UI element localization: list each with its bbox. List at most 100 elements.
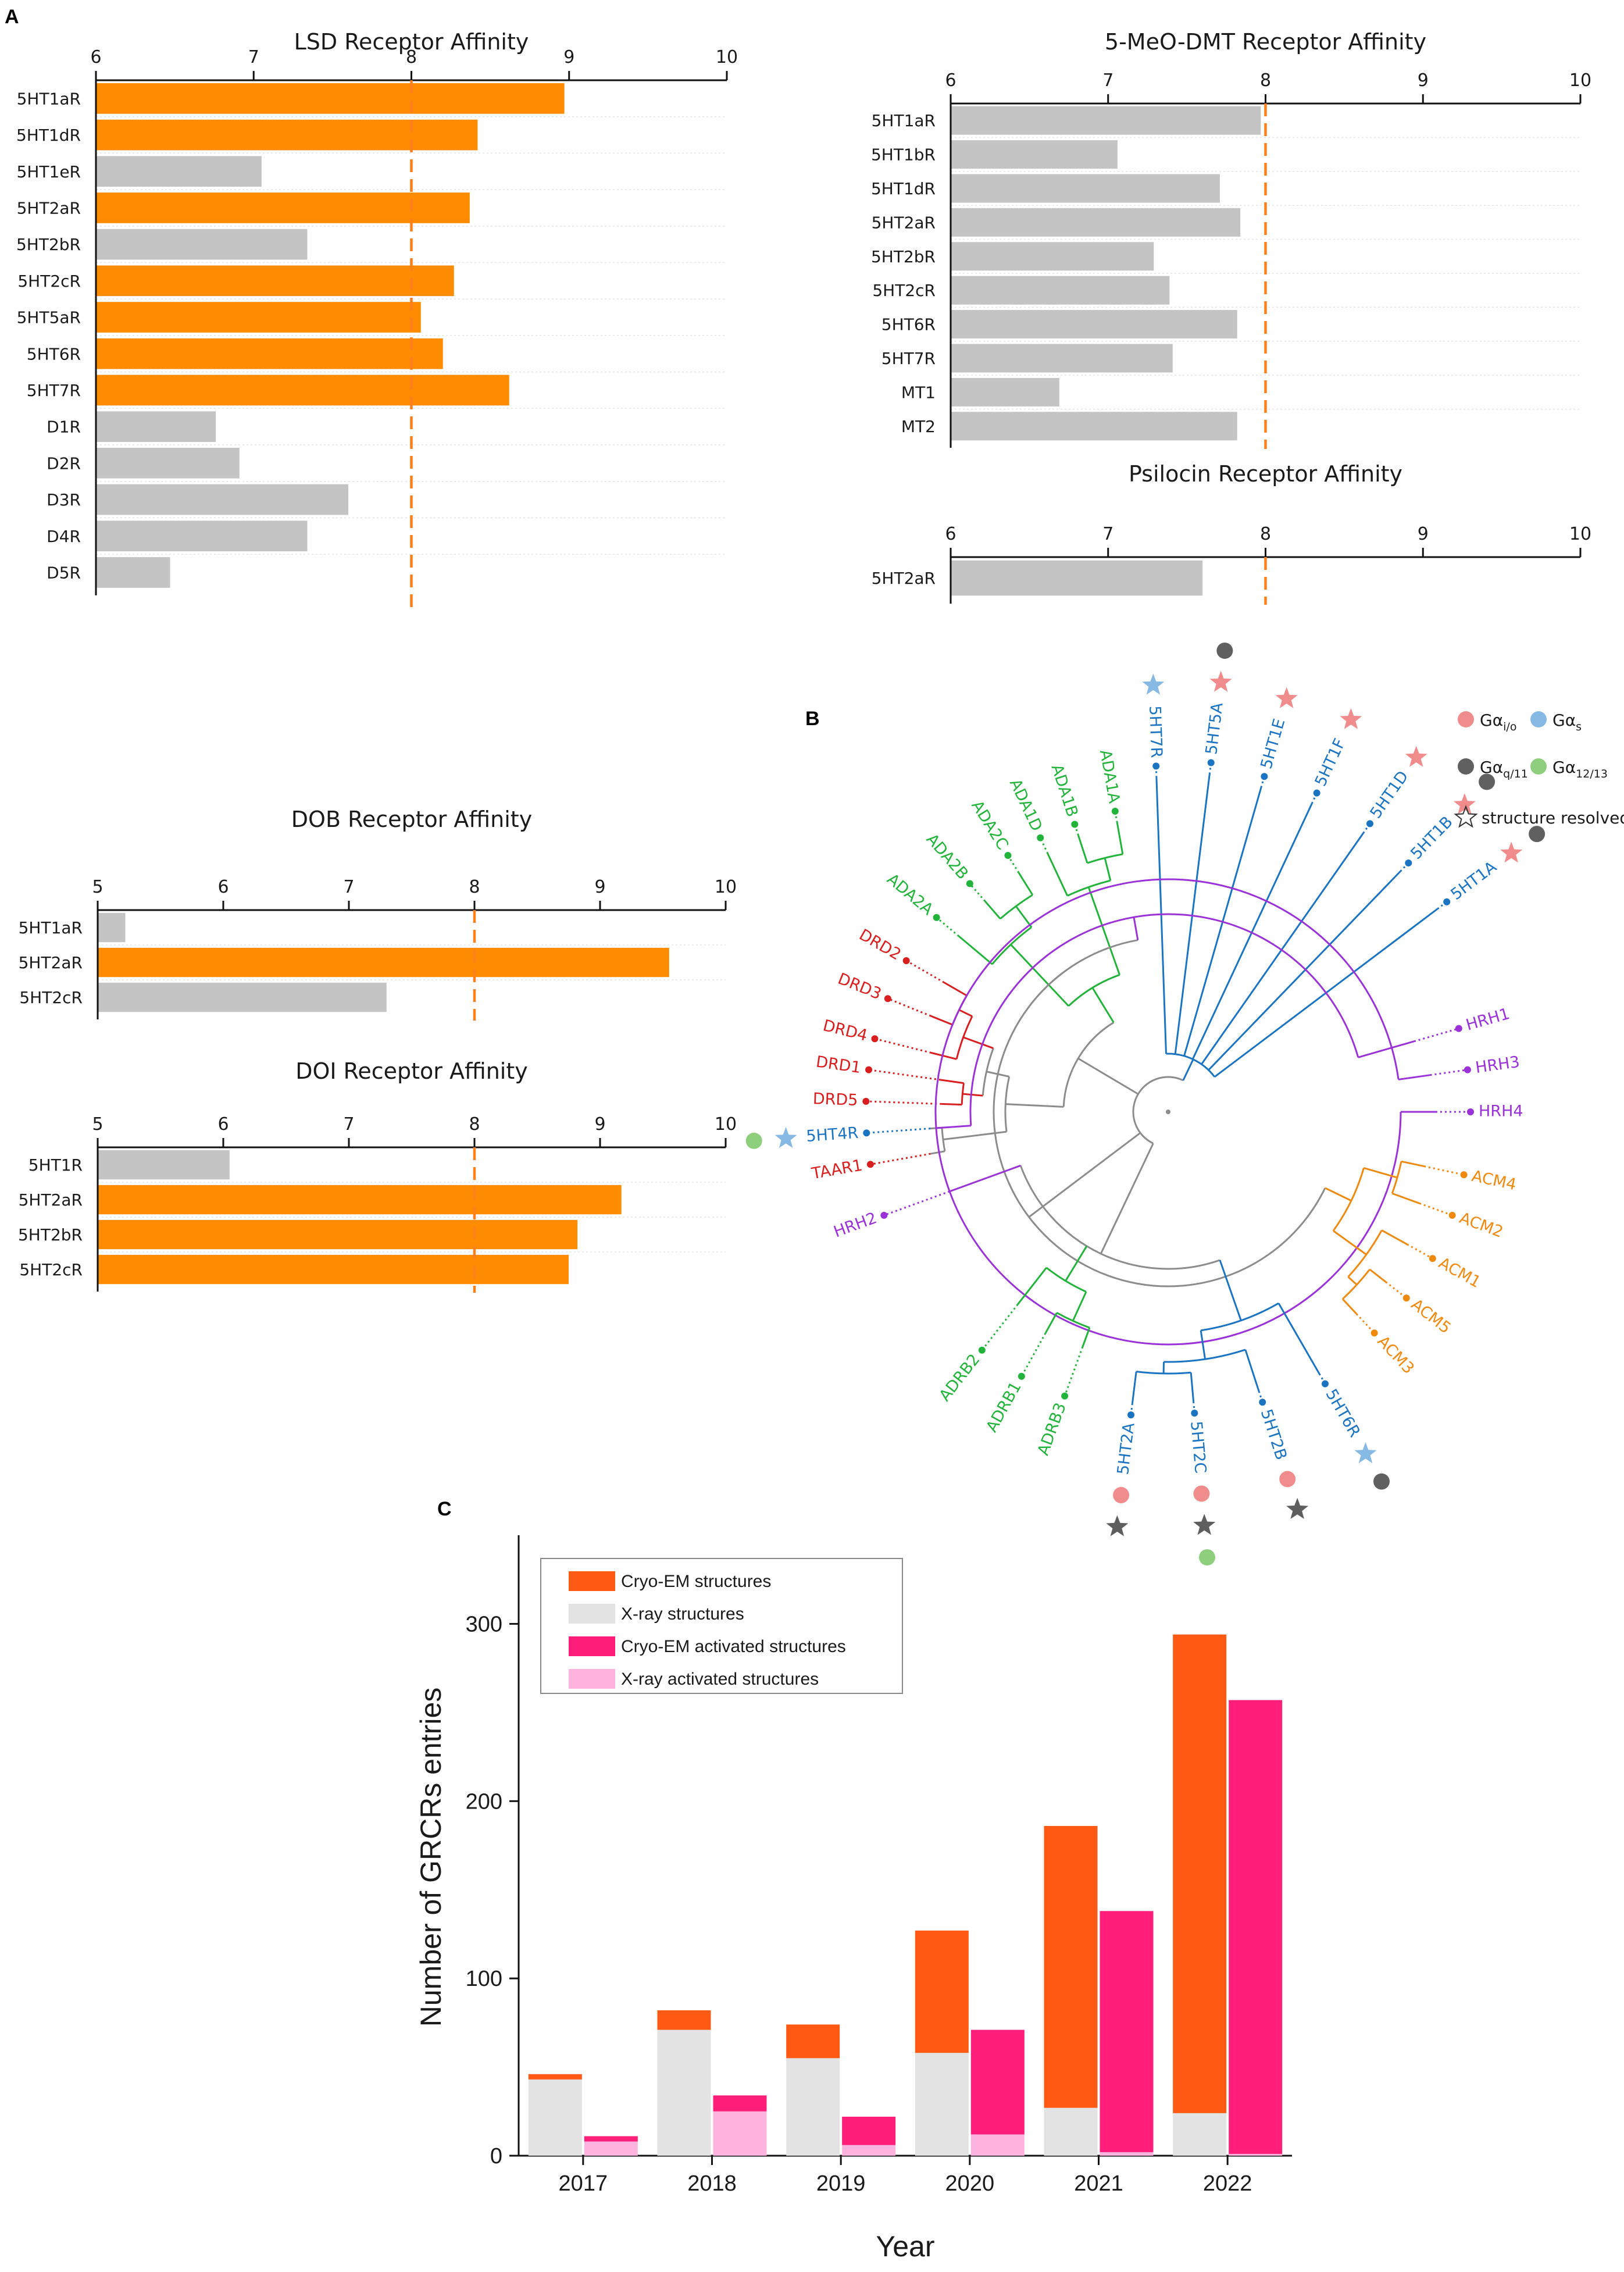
doi-category-label: 5HT2bR [18,1225,83,1244]
grcrs-legend-label: X-ray activated structures [621,1670,819,1689]
lsd-category-label: D1R [47,418,81,437]
lsd-tick-label: 6 [90,47,101,67]
tree-branch [1182,1059,1194,1081]
gpcr-phylogenetic-tree: TAAR1 5HT4R DRD5 DRD1 DRD4 DRD3 DRD2 ADA2AADA2B… [745,642,1546,1566]
tree-arc [1391,1161,1402,1194]
grcrs-bar-segment [786,2024,840,2059]
legend-swatch [569,1669,615,1689]
tree-arc [1166,1053,1216,1078]
dmt-category-label: 5HT1bR [871,145,936,165]
tree-leaf-dot [1259,1399,1266,1406]
tree-leaf-label: 5HT1F [1312,736,1350,789]
tree-arc [1200,1302,1279,1332]
tree-branch [1116,822,1124,855]
grcrs-bar-segment [713,2095,767,2112]
psilocin-tick-label: 7 [1102,524,1113,544]
gs-legend-dot [1530,711,1547,727]
tree-leaf-dot [1037,834,1044,841]
grcrs-year-label: 2021 [1074,2171,1123,2196]
grcrs-y-tick-label: 100 [466,1967,502,1991]
tree-leaf-dot [1261,773,1268,780]
dmt-bar-5HT1dR [951,174,1220,203]
lsd-category-label: D4R [47,527,81,546]
gi-structure-star-icon [1340,708,1362,729]
tree-branch [1091,987,1115,1023]
tree-leaf-connector [868,1069,941,1081]
tree-leaf-dot [902,957,910,964]
dmt-bar-MT2 [951,412,1237,441]
dmt-category-label: 5HT1aR [872,111,936,130]
dob-tick-label: 8 [469,877,480,897]
tree-arc [1004,1076,1011,1132]
tree-leaf-connector [866,1128,931,1134]
tree-leaf-connector [866,1100,942,1105]
tree-leaf-label: ADA2C [968,797,1012,853]
tree-leaf-connector [1430,1069,1468,1076]
tree-arc [934,878,1402,1346]
tree-leaf-label: 5HT6R [1322,1386,1364,1440]
tree-branch [987,1164,1021,1179]
lsd-tick-label: 9 [563,47,574,67]
tree-leaf-dot [1443,898,1451,905]
tree-branch [1341,1298,1358,1315]
tree-leaf-dot [1405,859,1412,866]
tree-arc [1132,1076,1184,1144]
tree-branch [1381,1229,1408,1246]
tree-branch [1082,1327,1091,1347]
psilocin-category-label: 5HT2aR [872,569,936,588]
grcrs-bar-segment [1100,2152,1154,2156]
dmt-category-label: 5HT2aR [872,213,936,232]
dmt-tick-label: 10 [1569,70,1591,91]
lsd-category-label: D3R [47,490,81,509]
tree-branch [958,935,993,965]
tree-leaf-label: 5HT5A [1202,701,1227,755]
tree-arc [1347,1229,1383,1278]
dob-tick-label: 10 [715,877,737,897]
doi-category-label: 5HT2aR [19,1190,83,1210]
grcrs-bar-segment [584,2136,638,2142]
tree-branch [1077,1057,1139,1095]
gq-structure-star-icon [1106,1515,1129,1536]
tree-leaf-label: 5HT1A [1447,858,1500,904]
grcrs-bar-segment [1173,1634,1227,2113]
tree-branch [963,1036,994,1049]
lsd-category-label: 5HT2aR [17,198,81,217]
tree-branch [1065,1246,1088,1282]
panel-letter-b: B [805,708,820,730]
tree-branch [1190,1372,1195,1402]
dmt-category-label: 5HT1dR [871,179,936,198]
grcrs-bar-segment [528,2079,582,2156]
grcrs-bar-segment [528,2074,582,2080]
gi-structure-star-icon [1209,670,1232,692]
tree-leaf-label: ADA1B [1047,762,1081,819]
dob-category-label: 5HT2aR [19,953,83,972]
tree-leaf-label: HRH3 [1475,1053,1521,1077]
gq-coupling-dot [1373,1473,1390,1490]
tree-leaf-label: HRH4 [1479,1103,1523,1121]
grcrs-bar-segment [915,2053,969,2156]
tree-leaf-connector [875,1037,931,1054]
tree-leaf-label: ACM1 [1436,1254,1484,1292]
tree-leaf-label: 5HT4R [805,1124,859,1146]
tree-leaf-dot [871,1035,879,1043]
tree-branch [1104,858,1112,881]
dob-bar-5HT2aR [98,947,669,978]
tree-leaf-dot [1018,1372,1025,1380]
lsd-bar-5HT2aR [96,192,470,223]
tree-branch [1391,1192,1420,1204]
gi-coupling-dot [1279,1471,1296,1488]
gs-structure-star-icon [1354,1442,1377,1464]
grcrs-bar-segment [1044,2107,1098,2156]
tree-leaf-connector [870,1153,931,1165]
tree-leaf-label: ADRB1 [983,1379,1025,1435]
tree-leaf-dot [966,880,973,887]
lsd-tick-label: 10 [716,47,738,67]
dob-bar-5HT1aR [98,912,126,943]
doi-bar-5HT2cR [98,1254,569,1285]
gs-legend-label: Gαs [1552,711,1582,733]
g12-coupling-dot [1199,1549,1216,1566]
dmt-bar-5HT1bR [951,140,1118,169]
grcrs-bar-segment [1173,2113,1227,2156]
tree-leaf-dot [933,914,940,921]
